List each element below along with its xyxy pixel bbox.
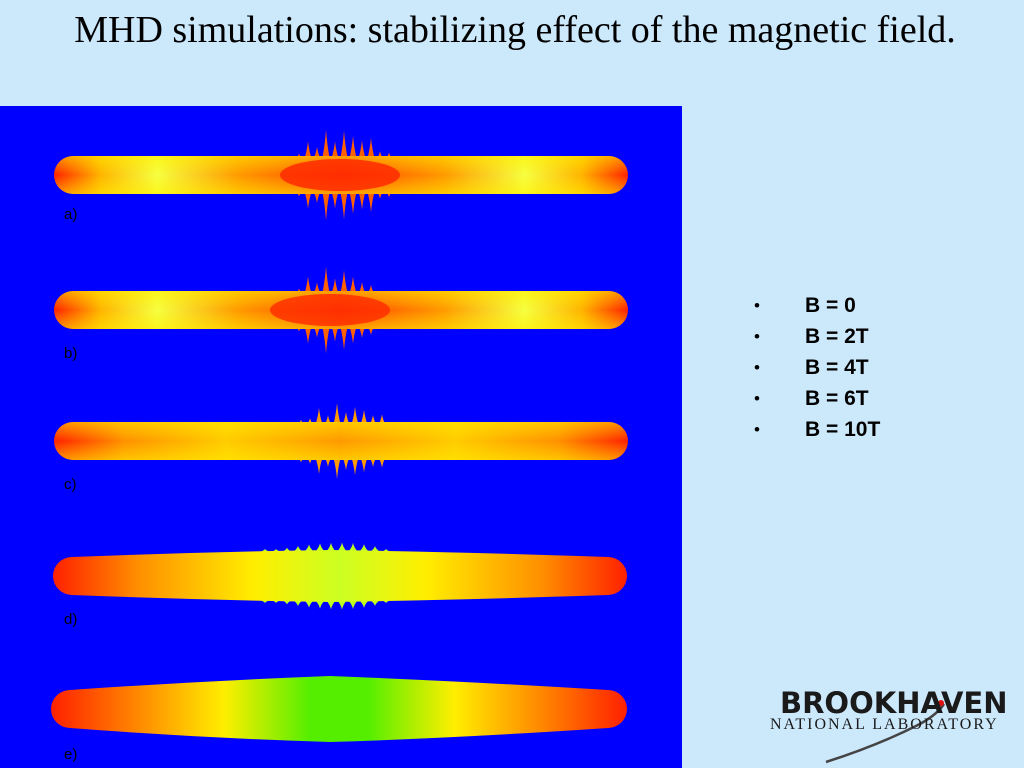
bullet-dot-icon: •	[754, 327, 760, 346]
jet-e	[51, 676, 627, 742]
instability-finger	[315, 600, 325, 609]
instability-finger	[315, 456, 323, 474]
instability-finger	[351, 456, 359, 476]
bullet-text: B = 4T	[805, 356, 869, 379]
logo-main-text: BROOKHAVEN	[780, 686, 1008, 720]
panel-label-b: b)	[64, 345, 78, 362]
instability-finger	[333, 403, 341, 426]
bullet-dot-icon: •	[754, 296, 760, 315]
instability-finger	[337, 542, 347, 552]
bullet-dot-icon: •	[754, 358, 760, 377]
instability-finger	[315, 408, 323, 426]
instability-finger	[322, 266, 330, 295]
instability-finger	[349, 325, 357, 344]
jet-b	[54, 266, 628, 354]
instability-finger	[348, 542, 358, 552]
jet-d	[53, 542, 627, 610]
instability-finger	[370, 600, 380, 606]
jet-c	[54, 403, 628, 479]
instability-finger	[293, 545, 303, 552]
panel-label-e: e)	[64, 746, 78, 763]
bullet-dot-icon: •	[754, 420, 760, 439]
instability-finger	[340, 190, 348, 220]
logo-sub-text: NATIONAL LABORATORY	[770, 716, 999, 733]
instability-finger	[359, 544, 369, 552]
instability-finger	[304, 276, 312, 295]
bullet-item: • B = 10T	[750, 414, 880, 445]
simulation-figure	[51, 129, 628, 742]
brookhaven-logo: BROOKHAVEN NATIONAL LABORATORY	[766, 686, 1024, 768]
slide-title: MHD simulations: stabilizing effect of t…	[74, 9, 956, 51]
bullet-item: • B = 6T	[750, 383, 880, 414]
instability-finger	[331, 141, 339, 160]
instability-finger	[340, 270, 348, 295]
bullet-item: • B = 0	[750, 290, 880, 321]
instability-finger	[322, 190, 330, 221]
instability-finger	[304, 141, 312, 160]
instability-finger	[304, 190, 312, 209]
simulation-panel: a) b) c) d) e)	[0, 106, 682, 768]
instability-finger	[348, 600, 358, 610]
instability-finger	[304, 600, 314, 608]
instability-finger	[315, 543, 325, 552]
instability-finger	[326, 600, 336, 610]
instability-finger	[331, 278, 339, 295]
instability-finger	[349, 276, 357, 295]
instability-finger	[293, 600, 303, 607]
instability-finger	[322, 325, 330, 354]
instability-finger	[370, 546, 380, 552]
instability-finger	[331, 190, 339, 209]
instability-finger	[349, 190, 357, 215]
bullet-text: B = 2T	[805, 325, 869, 348]
instability-finger	[367, 190, 375, 213]
instability-finger	[367, 137, 375, 160]
panel-label-d: d)	[64, 611, 78, 628]
instability-finger	[358, 140, 366, 160]
bullet-text: B = 6T	[805, 387, 869, 410]
instability-finger	[360, 456, 368, 473]
logo-swoosh-icon	[825, 700, 946, 764]
instability-finger	[340, 130, 348, 160]
field-strength-list: • B = 0 • B = 2T • B = 4T • B = 6T • B = 10T	[750, 290, 880, 445]
panel-label-c: c)	[64, 476, 77, 493]
instability-finger	[304, 325, 312, 344]
instability-finger	[360, 409, 368, 426]
jet-a	[54, 129, 628, 221]
bullet-dot-icon: •	[754, 389, 760, 408]
instability-finger	[359, 600, 369, 608]
instability-finger	[304, 544, 314, 552]
panel-label-a: a)	[64, 206, 78, 223]
bullet-item: • B = 2T	[750, 321, 880, 352]
instability-finger	[337, 600, 347, 610]
instability-finger	[358, 190, 366, 210]
instability-finger	[326, 542, 336, 552]
instability-finger	[340, 325, 348, 350]
bullet-item: • B = 4T	[750, 352, 880, 383]
instability-finger	[349, 135, 357, 160]
bullet-text: B = 10T	[805, 418, 881, 441]
instability-finger	[351, 406, 359, 426]
instability-finger	[331, 325, 339, 342]
instability-finger	[333, 456, 341, 479]
instability-finger	[322, 129, 330, 160]
bullet-text: B = 0	[805, 294, 856, 317]
